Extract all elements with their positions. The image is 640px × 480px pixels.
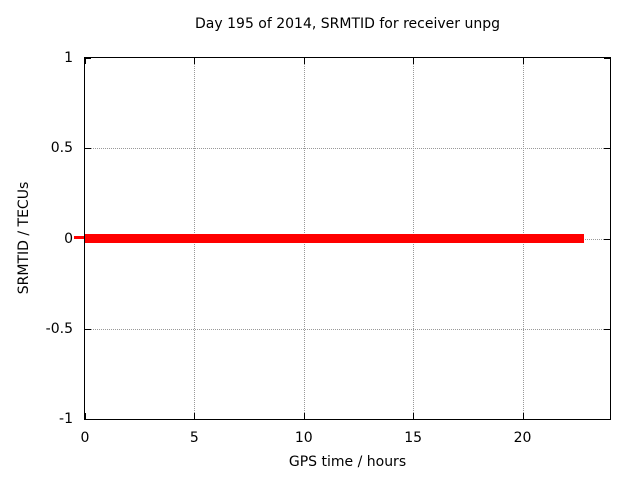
y-tick-left <box>85 419 91 420</box>
x-tick-bottom <box>194 413 196 419</box>
x-tick-top <box>303 58 305 64</box>
x-tick-bottom <box>522 413 524 419</box>
x-tick-top <box>522 58 524 64</box>
series-edge-artifact <box>74 236 84 239</box>
y-tick-left <box>85 58 91 59</box>
series-line-srmtid <box>85 234 584 243</box>
x-tick-label: 10 <box>294 430 313 446</box>
x-tick-bottom <box>85 413 86 419</box>
y-tick-right <box>604 58 610 59</box>
x-axis-label: GPS time / hours <box>288 454 407 470</box>
y-tick-left <box>85 328 91 330</box>
y-tick-right <box>604 238 610 240</box>
y-tick-right <box>604 419 610 420</box>
y-tick-left <box>85 148 91 150</box>
gridline-horizontal <box>85 148 610 150</box>
x-tick-top <box>85 58 86 64</box>
y-tick-label: 0 <box>64 230 73 247</box>
x-tick-bottom <box>413 413 415 419</box>
x-tick-label: 0 <box>80 430 90 446</box>
x-tick-label: 20 <box>513 430 532 446</box>
y-tick-label: -1 <box>59 411 73 427</box>
x-tick-bottom <box>303 413 305 419</box>
y-tick-right <box>604 328 610 330</box>
y-tick-label: 0.5 <box>50 140 73 157</box>
x-tick-label: 5 <box>189 430 199 446</box>
gridline-horizontal <box>85 328 610 330</box>
y-tick-label: 1 <box>64 50 73 66</box>
x-tick-top <box>194 58 196 64</box>
x-tick-label: 15 <box>404 430 423 446</box>
plot-area: 0 5 10 15 20 1 0.5 0 -0.5 -1 <box>46 50 611 446</box>
x-tick-top <box>413 58 415 64</box>
chart-title: Day 195 of 2014, SRMTID for receiver unp… <box>195 16 500 32</box>
y-tick-right <box>604 148 610 150</box>
y-tick-label: -0.5 <box>45 320 73 337</box>
